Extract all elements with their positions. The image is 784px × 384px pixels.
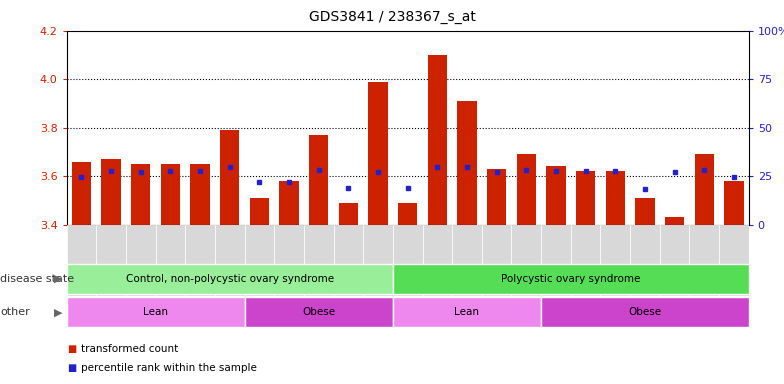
Bar bbox=[398, 203, 417, 225]
Bar bbox=[131, 164, 151, 225]
Bar bbox=[601, 225, 630, 296]
Bar bbox=[339, 203, 358, 225]
Text: ▶: ▶ bbox=[54, 274, 63, 284]
Bar bbox=[279, 181, 299, 225]
Bar bbox=[689, 225, 719, 296]
Bar bbox=[541, 297, 749, 327]
Bar bbox=[250, 198, 269, 225]
Bar bbox=[309, 135, 328, 225]
Bar bbox=[67, 264, 393, 294]
Text: ■: ■ bbox=[67, 344, 76, 354]
Text: Lean: Lean bbox=[143, 307, 168, 317]
Text: percentile rank within the sample: percentile rank within the sample bbox=[81, 363, 256, 373]
Bar bbox=[333, 225, 363, 296]
Bar bbox=[393, 297, 541, 327]
Bar bbox=[719, 225, 749, 296]
Bar bbox=[482, 225, 511, 296]
Bar bbox=[457, 101, 477, 225]
Bar bbox=[487, 169, 506, 225]
Text: Obese: Obese bbox=[628, 307, 662, 317]
Bar bbox=[423, 225, 452, 296]
Bar bbox=[511, 225, 541, 296]
Bar bbox=[155, 225, 185, 296]
Text: Control, non-polycystic ovary syndrome: Control, non-polycystic ovary syndrome bbox=[125, 274, 334, 284]
Bar bbox=[245, 225, 274, 296]
Bar bbox=[452, 225, 482, 296]
Bar bbox=[571, 225, 601, 296]
Bar bbox=[245, 297, 393, 327]
Text: disease state: disease state bbox=[0, 274, 74, 284]
Bar bbox=[695, 154, 714, 225]
Bar bbox=[665, 217, 684, 225]
Bar bbox=[274, 225, 304, 296]
Bar bbox=[635, 198, 655, 225]
Bar bbox=[304, 225, 333, 296]
Bar bbox=[724, 181, 743, 225]
Bar bbox=[605, 171, 625, 225]
Bar bbox=[630, 225, 660, 296]
Text: other: other bbox=[0, 307, 30, 317]
Bar bbox=[215, 225, 245, 296]
Bar bbox=[72, 162, 91, 225]
Bar bbox=[96, 225, 126, 296]
Bar bbox=[576, 171, 595, 225]
Bar bbox=[363, 225, 393, 296]
Bar bbox=[393, 225, 423, 296]
Text: ▶: ▶ bbox=[54, 307, 63, 317]
Text: GDS3841 / 238367_s_at: GDS3841 / 238367_s_at bbox=[309, 10, 475, 23]
Bar bbox=[126, 225, 155, 296]
Bar bbox=[101, 159, 121, 225]
Bar bbox=[220, 130, 239, 225]
Bar bbox=[541, 225, 571, 296]
Bar bbox=[67, 225, 96, 296]
Bar bbox=[161, 164, 180, 225]
Bar bbox=[428, 55, 447, 225]
Bar bbox=[185, 225, 215, 296]
Bar bbox=[191, 164, 210, 225]
Bar bbox=[546, 167, 565, 225]
Text: Polycystic ovary syndrome: Polycystic ovary syndrome bbox=[501, 274, 641, 284]
Bar bbox=[393, 264, 749, 294]
Text: transformed count: transformed count bbox=[81, 344, 178, 354]
Text: Obese: Obese bbox=[302, 307, 336, 317]
Bar bbox=[368, 82, 387, 225]
Bar bbox=[517, 154, 536, 225]
Bar bbox=[67, 297, 245, 327]
Bar bbox=[660, 225, 689, 296]
Text: Lean: Lean bbox=[455, 307, 480, 317]
Text: ■: ■ bbox=[67, 363, 76, 373]
